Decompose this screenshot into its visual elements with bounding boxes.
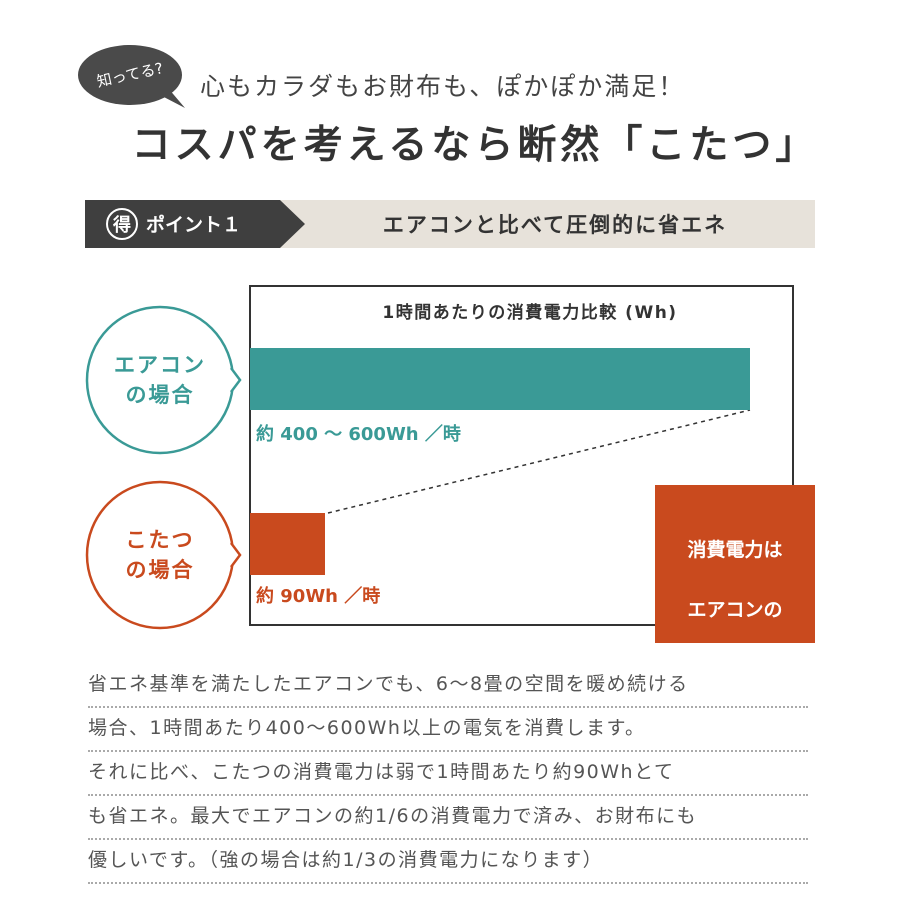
callout-box — [655, 485, 815, 643]
point-icon-ring — [106, 208, 138, 240]
paragraph: 省エネ基準を満たしたエアコンでも、6〜8畳の空間を暖め続ける 場合、1時間あたり… — [88, 664, 808, 884]
bubble-pointer — [230, 367, 242, 393]
bar — [250, 513, 325, 575]
bubble-pointer — [230, 542, 242, 568]
category-label: こたつ の場合 — [125, 528, 195, 582]
subtitle: 心もカラダもお財布も、ぽかぽか満足！ — [200, 72, 685, 101]
point-tab — [85, 200, 305, 248]
callout-prefix: 約 — [685, 677, 708, 702]
chart-title: 1時間あたりの消費電力比較 (Wh) — [382, 302, 677, 323]
paragraph-line: 優しいです。（強の場合は約1/3の消費電力になります） — [88, 840, 808, 884]
paragraph-line: も省エネ。最大でエアコンの約1/6の消費電力で済み、お財布にも — [88, 796, 808, 840]
badge-bubble — [78, 45, 182, 105]
category-label: エアコン の場合 — [114, 353, 206, 407]
callout-ratio-row: 約1/6 — [655, 657, 815, 707]
callout-line: エアコンの — [687, 599, 783, 621]
point-label: ポイント１ — [146, 213, 241, 236]
paragraph-line: 省エネ基準を満たしたエアコンでも、6〜8畳の空間を暖め続ける — [88, 664, 808, 708]
point-icon: 得 — [112, 214, 131, 236]
compare-line — [327, 409, 751, 514]
paragraph-line: それに比べ、こたつの消費電力は弱で1時間あたり約90Whとて — [88, 752, 808, 796]
point-heading: エアコンと比べて圧倒的に省エネ — [383, 213, 727, 237]
value-label: 約 400 〜 600Wh ／時 — [256, 423, 461, 445]
bar — [250, 348, 750, 410]
callout-line: 消費電力は — [687, 539, 783, 561]
badge-tail — [160, 88, 185, 108]
callout: 消費電力は エアコンの 約1/6 — [655, 505, 815, 737]
chart-frame — [249, 285, 794, 626]
callout-ratio: 1/6 — [707, 656, 785, 707]
value-label: 約 90Wh ／時 — [256, 585, 380, 607]
title: コスパを考えるなら断然「こたつ」 — [132, 123, 819, 168]
paragraph-line: 場合、1時間あたり400〜600Wh以上の電気を消費します。 — [88, 708, 808, 752]
